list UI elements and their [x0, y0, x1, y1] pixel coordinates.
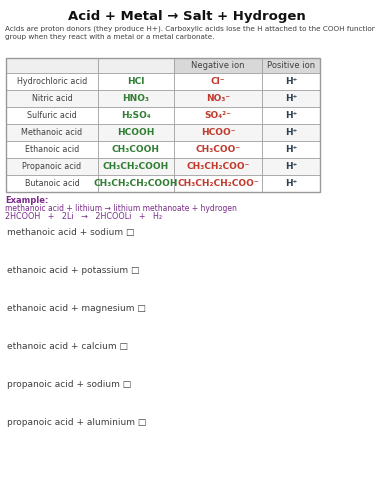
Bar [262, 175, 320, 192]
Text: H⁺: H⁺ [285, 77, 297, 86]
Text: CH₃CH₂CH₂COO⁻: CH₃CH₂CH₂COO⁻ [177, 179, 259, 188]
Bar [6, 141, 98, 158]
Text: H⁺: H⁺ [285, 179, 297, 188]
Bar [98, 73, 174, 90]
Text: methanoic acid + sodium □: methanoic acid + sodium □ [7, 228, 135, 237]
Bar [6, 107, 98, 124]
Text: propanoic acid + aluminium □: propanoic acid + aluminium □ [7, 418, 146, 427]
Bar [98, 58, 174, 73]
Bar [262, 73, 320, 90]
Text: CH₃CH₂CH₂COOH: CH₃CH₂CH₂COOH [94, 179, 178, 188]
Bar [98, 90, 174, 107]
Text: Hydrochloric acid: Hydrochloric acid [17, 77, 87, 86]
Bar [6, 58, 320, 192]
Text: 2HCOOH   +   2Li   →   2HCOOLi   +   H₂: 2HCOOH + 2Li → 2HCOOLi + H₂ [5, 212, 162, 221]
Text: Sulfuric acid: Sulfuric acid [27, 111, 77, 120]
Text: H⁺: H⁺ [285, 145, 297, 154]
Text: Methanoic acid: Methanoic acid [21, 128, 82, 137]
Bar [262, 158, 320, 175]
Text: CH₃COO⁻: CH₃COO⁻ [195, 145, 241, 154]
Text: ethanoic acid + magnesium □: ethanoic acid + magnesium □ [7, 304, 146, 313]
Text: Ethanoic acid: Ethanoic acid [25, 145, 79, 154]
Text: CH₃COOH: CH₃COOH [112, 145, 160, 154]
Text: Cl⁻: Cl⁻ [211, 77, 225, 86]
Text: NO₃⁻: NO₃⁻ [206, 94, 230, 103]
Bar [174, 158, 262, 175]
Bar [174, 90, 262, 107]
Bar [6, 175, 98, 192]
Bar [174, 107, 262, 124]
Text: ethanoic acid + calcium □: ethanoic acid + calcium □ [7, 342, 128, 351]
Text: CH₃CH₂COOH: CH₃CH₂COOH [103, 162, 169, 171]
Bar [6, 73, 98, 90]
Text: HCOOH: HCOOH [117, 128, 154, 137]
Text: HCl: HCl [127, 77, 145, 86]
Text: Example:: Example: [5, 196, 48, 205]
Bar [98, 141, 174, 158]
Bar [262, 141, 320, 158]
Text: Propanoic acid: Propanoic acid [22, 162, 82, 171]
Text: Butanoic acid: Butanoic acid [25, 179, 80, 188]
Text: Negative ion: Negative ion [191, 61, 245, 70]
Text: Nitric acid: Nitric acid [32, 94, 72, 103]
Text: Acids are proton donors (they produce H+). Carboxylic acids lose the H attached : Acids are proton donors (they produce H+… [5, 25, 375, 40]
Bar [6, 90, 98, 107]
Text: H⁺: H⁺ [285, 94, 297, 103]
Bar [262, 58, 320, 73]
Text: propanoic acid + sodium □: propanoic acid + sodium □ [7, 380, 131, 389]
Bar [6, 58, 98, 73]
Text: CH₃CH₂COO⁻: CH₃CH₂COO⁻ [186, 162, 250, 171]
Bar [98, 107, 174, 124]
Text: ethanoic acid + potassium □: ethanoic acid + potassium □ [7, 266, 140, 275]
Bar [174, 141, 262, 158]
Text: SO₄²⁻: SO₄²⁻ [205, 111, 231, 120]
Bar [174, 175, 262, 192]
Bar [6, 158, 98, 175]
Bar [98, 158, 174, 175]
Text: Positive ion: Positive ion [267, 61, 315, 70]
Text: H₂SO₄: H₂SO₄ [121, 111, 151, 120]
Bar [6, 124, 98, 141]
Text: HCOO⁻: HCOO⁻ [201, 128, 235, 137]
Text: methanoic acid + lithium → lithium methanoate + hydrogen: methanoic acid + lithium → lithium metha… [5, 204, 237, 213]
Text: HNO₃: HNO₃ [123, 94, 150, 103]
Bar [174, 124, 262, 141]
Bar [174, 58, 262, 73]
Text: H⁺: H⁺ [285, 162, 297, 171]
Bar [262, 90, 320, 107]
Text: H⁺: H⁺ [285, 128, 297, 137]
Bar [98, 124, 174, 141]
Text: Acid + Metal → Salt + Hydrogen: Acid + Metal → Salt + Hydrogen [68, 10, 306, 23]
Bar [98, 175, 174, 192]
Bar [174, 73, 262, 90]
Text: H⁺: H⁺ [285, 111, 297, 120]
Bar [262, 124, 320, 141]
Bar [262, 107, 320, 124]
